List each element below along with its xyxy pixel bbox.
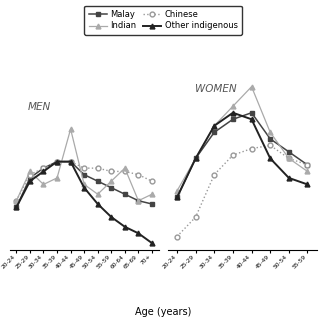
Indian: [55, 176, 59, 180]
Legend: Malay, Indian, Chinese, Other indigenous: Malay, Indian, Chinese, Other indigenous: [84, 6, 242, 35]
Malay: [150, 202, 154, 206]
Malay: [82, 173, 86, 177]
Chinese: [82, 166, 86, 170]
Text: WOMEN: WOMEN: [195, 84, 236, 94]
Indian: [136, 199, 140, 203]
Chinese: [96, 166, 100, 170]
Indian: [14, 199, 18, 203]
Indian: [82, 182, 86, 186]
Indian: [123, 166, 127, 170]
Other indigenous: [96, 202, 100, 206]
Chinese: [136, 173, 140, 177]
Chinese: [55, 160, 59, 164]
Chinese: [28, 173, 32, 177]
Chinese: [69, 160, 73, 164]
Line: Other indigenous: Other indigenous: [14, 159, 154, 245]
Other indigenous: [136, 231, 140, 235]
Other indigenous: [123, 225, 127, 229]
Chinese: [42, 166, 45, 170]
Other indigenous: [28, 179, 32, 183]
Malay: [69, 160, 73, 164]
Other indigenous: [14, 205, 18, 209]
Line: Chinese: Chinese: [14, 159, 154, 203]
Malay: [109, 186, 113, 190]
Other indigenous: [109, 215, 113, 219]
Other indigenous: [42, 170, 45, 173]
Indian: [109, 179, 113, 183]
Indian: [96, 192, 100, 196]
Indian: [150, 192, 154, 196]
Indian: [69, 127, 73, 131]
Indian: [28, 170, 32, 173]
Line: Indian: Indian: [14, 127, 154, 203]
Chinese: [123, 170, 127, 173]
Malay: [55, 160, 59, 164]
Malay: [123, 192, 127, 196]
Line: Malay: Malay: [14, 160, 154, 209]
Other indigenous: [55, 160, 59, 164]
Chinese: [14, 199, 18, 203]
Other indigenous: [69, 160, 73, 164]
Malay: [136, 199, 140, 203]
Malay: [14, 205, 18, 209]
Malay: [28, 176, 32, 180]
Malay: [42, 166, 45, 170]
Other indigenous: [150, 241, 154, 245]
Other indigenous: [82, 186, 86, 190]
Chinese: [150, 179, 154, 183]
Indian: [42, 182, 45, 186]
Text: Age (years): Age (years): [135, 307, 191, 317]
Malay: [96, 179, 100, 183]
Chinese: [109, 170, 113, 173]
Text: MEN: MEN: [28, 102, 51, 112]
